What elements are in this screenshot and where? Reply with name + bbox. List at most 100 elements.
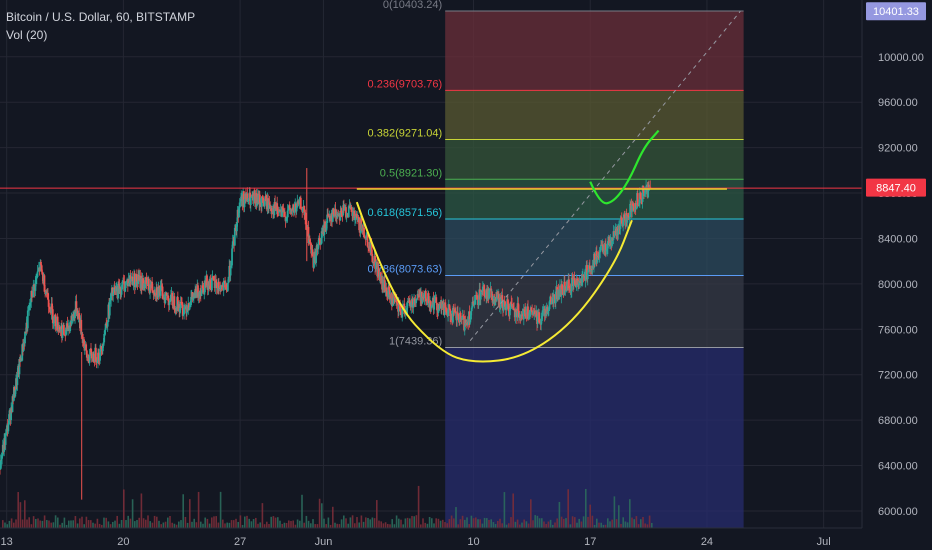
volume-bar (228, 522, 231, 528)
candle-body (230, 265, 233, 267)
candle-body (627, 215, 629, 217)
volume-bar (552, 524, 554, 528)
candle-body (609, 243, 611, 246)
volume-bar (512, 493, 514, 528)
candle-body (596, 255, 599, 263)
candle-body (63, 325, 65, 335)
volume-bar (624, 521, 627, 528)
volume-bar (35, 518, 37, 528)
volume-bar (261, 503, 264, 528)
candle-body (81, 334, 84, 344)
volume-bar (248, 518, 250, 528)
candle-body (258, 194, 261, 207)
volume-bar (470, 515, 473, 528)
volume-bar (651, 522, 653, 528)
volume-bar (567, 489, 569, 528)
candle-body (339, 211, 342, 221)
volume-bar (292, 520, 294, 528)
candle-body (631, 203, 634, 212)
candle-body (301, 207, 304, 212)
candle-body (231, 248, 233, 266)
volume-bar (281, 523, 283, 528)
volume-bar (516, 519, 519, 528)
candle-body (473, 300, 476, 306)
volume-bar (365, 517, 367, 528)
volume-bar (327, 517, 330, 528)
volume-bar (48, 520, 50, 528)
candle-body (224, 280, 226, 285)
candle-body (27, 310, 30, 312)
candle-body (215, 280, 217, 283)
volume-bar (556, 518, 558, 528)
volume-bar (439, 520, 442, 528)
candle-body (181, 304, 184, 316)
volume-bar (244, 516, 246, 528)
volume-bar (8, 520, 11, 528)
price-tick-label: 6400.00 (878, 461, 918, 473)
candle-body (315, 252, 317, 263)
volume-bar (149, 521, 151, 528)
candle-body (88, 355, 91, 363)
volume-bar (413, 516, 415, 528)
fib-level-label: 0.236(9703.76) (368, 78, 443, 90)
candle-body (522, 309, 525, 320)
volume-bar (360, 515, 363, 528)
price-tick-label: 8000.00 (878, 279, 918, 291)
candle-body (47, 299, 50, 307)
volume-bar (123, 489, 125, 528)
candle-body (394, 298, 397, 302)
volume-bar (387, 523, 389, 528)
volume-bar (338, 524, 341, 528)
price-axis: 10000.009600.009200.008800.008400.008000… (861, 0, 932, 550)
candle-body (300, 208, 303, 210)
volume-bar (565, 518, 567, 528)
candle-body (594, 259, 597, 264)
price-axis-bg (862, 0, 932, 550)
candle-body (588, 265, 591, 269)
candle-body (220, 285, 222, 290)
candle-body (299, 197, 302, 209)
candle-body (644, 192, 647, 194)
candle-body (554, 291, 557, 304)
candle-body (470, 307, 473, 312)
price-tick-label: 6000.00 (878, 506, 918, 518)
candle-body (547, 310, 550, 314)
volume-bar (103, 517, 105, 528)
candle-body (402, 304, 404, 307)
candle-body (412, 304, 415, 308)
candle-body (85, 344, 88, 351)
candle-body (37, 270, 40, 272)
candle-body (28, 305, 31, 311)
candle-body (586, 265, 588, 280)
candle-body (165, 292, 168, 296)
volume-indicator-label[interactable]: Vol (20) (6, 28, 48, 42)
candle-body (484, 295, 486, 297)
candle-body (7, 424, 10, 432)
candle-body (527, 318, 530, 320)
candle-body (250, 196, 253, 198)
volume-bar (541, 518, 543, 528)
candle-body (188, 303, 190, 310)
volume-bar (118, 523, 121, 528)
candle-body (320, 231, 323, 244)
candle-body (130, 278, 133, 282)
candle-body (195, 288, 197, 291)
time-tick-label: 27 (234, 536, 246, 548)
volume-bar (140, 493, 143, 528)
candle-body (133, 273, 136, 288)
candle-body (433, 299, 436, 302)
candle-body (393, 296, 396, 299)
candle-body (169, 300, 172, 302)
candle-body (415, 299, 418, 304)
volume-bar (464, 519, 466, 528)
volume-bar (312, 519, 314, 528)
volume-bar (50, 522, 52, 528)
volume-bar (213, 516, 215, 528)
volume-bar (290, 521, 292, 528)
candle-body (363, 227, 365, 238)
volume-bar (125, 520, 127, 528)
candle-body (92, 353, 95, 362)
candle-body (461, 315, 464, 320)
